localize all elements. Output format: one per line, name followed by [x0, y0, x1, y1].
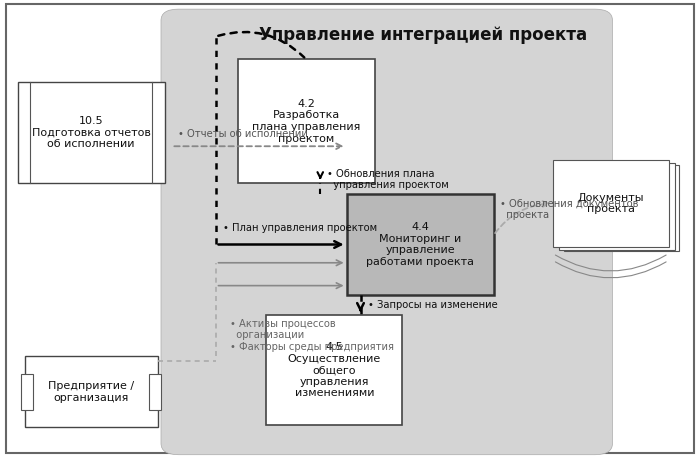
Text: 4.4
Мониторинг и
управление
работами проекта: 4.4 Мониторинг и управление работами про… [366, 222, 474, 267]
FancyBboxPatch shape [21, 374, 34, 409]
Text: 10.5
Подготовка отчетов
об исполнении: 10.5 Подготовка отчетов об исполнении [32, 116, 150, 149]
FancyBboxPatch shape [238, 59, 374, 183]
Text: • Обновления документов
  проекта: • Обновления документов проекта [500, 199, 639, 220]
FancyBboxPatch shape [346, 194, 494, 295]
FancyBboxPatch shape [266, 315, 402, 425]
Text: 4.5
Осуществление
общего
управления
изменениями: 4.5 Осуществление общего управления изме… [288, 342, 381, 399]
FancyBboxPatch shape [6, 4, 694, 453]
FancyBboxPatch shape [564, 165, 679, 251]
Text: • Активы процессов
  организации
• Факторы среды предприятия: • Активы процессов организации • Факторы… [230, 319, 393, 352]
Text: • Запросы на изменение: • Запросы на изменение [368, 300, 497, 310]
FancyBboxPatch shape [18, 82, 164, 183]
Text: • План управления проектом: • План управления проектом [223, 223, 377, 233]
FancyBboxPatch shape [25, 356, 158, 427]
Text: Документы
проекта: Документы проекта [578, 192, 644, 214]
Text: • Отчеты об исполнении: • Отчеты об исполнении [178, 129, 309, 139]
Text: Управление интеграцией проекта: Управление интеграцией проекта [260, 26, 587, 44]
Text: Предприятие /
организация: Предприятие / организация [48, 381, 134, 403]
FancyBboxPatch shape [553, 160, 668, 247]
FancyBboxPatch shape [559, 163, 675, 250]
Text: • Обновления плана
  управления проектом: • Обновления плана управления проектом [328, 169, 449, 190]
Text: 4.2
Разработка
плана управления
проектом: 4.2 Разработка плана управления проектом [252, 99, 360, 143]
FancyBboxPatch shape [161, 9, 612, 455]
FancyBboxPatch shape [148, 374, 161, 409]
